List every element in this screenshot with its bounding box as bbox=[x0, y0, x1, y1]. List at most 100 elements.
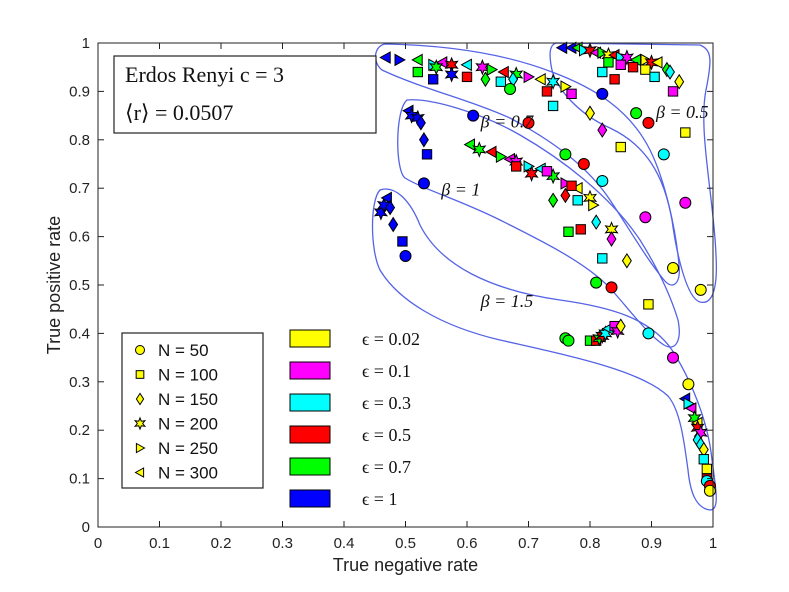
data-point bbox=[615, 59, 626, 70]
data-point bbox=[463, 138, 475, 151]
data-point bbox=[606, 231, 617, 247]
legend-marker-hexagram bbox=[133, 416, 147, 431]
data-point bbox=[421, 149, 433, 160]
region-outline-beta-0.7 bbox=[374, 43, 680, 286]
y-tick-label: 0.9 bbox=[69, 83, 90, 100]
data-point bbox=[577, 158, 590, 170]
data-point bbox=[665, 64, 675, 80]
data-point bbox=[582, 42, 598, 59]
data-point bbox=[667, 351, 680, 364]
data-point bbox=[428, 74, 439, 85]
x-tick-label: 0.1 bbox=[149, 535, 170, 552]
data-point bbox=[566, 88, 577, 99]
data-point bbox=[560, 177, 572, 190]
data-point bbox=[640, 64, 651, 75]
data-point bbox=[560, 80, 572, 93]
marker-legend-label: N = 300 bbox=[158, 464, 218, 483]
data-point bbox=[559, 148, 572, 161]
x-tick-label: 0.9 bbox=[641, 535, 662, 552]
region-label: β = 0.5 bbox=[655, 102, 709, 122]
data-point bbox=[694, 283, 707, 296]
y-tick-label: 0.5 bbox=[69, 277, 90, 294]
data-point bbox=[596, 174, 609, 187]
data-point bbox=[605, 281, 618, 294]
data-point bbox=[701, 463, 713, 475]
marker-legend: N = 50 N = 100 N = 150 N = 200 N = 250 N = 30… bbox=[121, 332, 264, 489]
data-point bbox=[497, 65, 509, 79]
data-point bbox=[399, 249, 412, 262]
x-tick-label: 0.3 bbox=[272, 535, 293, 552]
y-tick-label: 0.7 bbox=[69, 180, 90, 197]
data-point bbox=[385, 199, 396, 216]
ticks-layer: 0 0.1 0.2 0.3 0.4 0.5 0.6 0.7 0.8 0.9 1 0 0.1 0.2 0.3 0… bbox=[69, 35, 717, 552]
data-point bbox=[548, 192, 559, 209]
title-box: Erdos Renyi c = 3 ⟨r⟩ = 0.0507 bbox=[113, 55, 377, 134]
data-point bbox=[411, 53, 423, 67]
data-point bbox=[472, 141, 487, 158]
marker-legend-label: N = 250 bbox=[158, 439, 218, 458]
data-point bbox=[603, 57, 614, 68]
color-legend-label: ϵ = 1 bbox=[362, 489, 397, 509]
x-tick-label: 0.2 bbox=[211, 535, 232, 552]
data-point bbox=[575, 224, 586, 235]
data-point bbox=[415, 115, 426, 131]
color-legend-swatch bbox=[289, 361, 331, 380]
marker-legend-label: N = 200 bbox=[158, 415, 218, 434]
data-point bbox=[467, 109, 480, 122]
x-tick-label: 0.7 bbox=[518, 535, 539, 552]
data-point bbox=[419, 131, 429, 148]
data-point bbox=[615, 141, 626, 153]
data-point bbox=[545, 73, 561, 90]
data-point bbox=[460, 58, 472, 72]
marker-legend-items: N = 50 N = 100 N = 150 N = 200 N = 250 N = 30… bbox=[133, 341, 218, 483]
data-point bbox=[643, 299, 654, 310]
data-point bbox=[572, 195, 583, 206]
data-point bbox=[591, 214, 602, 230]
data-point bbox=[682, 378, 695, 391]
data-point bbox=[475, 58, 490, 76]
data-point bbox=[417, 177, 430, 190]
data-point bbox=[524, 165, 539, 182]
data-point bbox=[480, 71, 491, 88]
data-point bbox=[541, 86, 553, 97]
data-point bbox=[615, 318, 626, 334]
data-point bbox=[522, 116, 535, 129]
legend-marker-circle bbox=[135, 345, 145, 355]
data-point bbox=[698, 454, 709, 465]
data-point bbox=[429, 58, 444, 76]
data-point bbox=[703, 484, 716, 497]
data-point bbox=[495, 150, 508, 164]
data-point bbox=[619, 49, 635, 66]
data-point bbox=[495, 76, 506, 87]
data-point bbox=[679, 196, 692, 209]
y-tick-label: 0.4 bbox=[69, 325, 90, 342]
y-tick-label: 1 bbox=[82, 35, 90, 52]
data-point bbox=[504, 82, 517, 95]
data-point bbox=[596, 87, 609, 100]
legend-marker-square bbox=[135, 370, 145, 379]
data-point bbox=[649, 71, 660, 83]
data-point bbox=[630, 107, 643, 120]
color-legend-swatch bbox=[289, 457, 331, 476]
color-legend-label: ϵ = 0.1 bbox=[362, 361, 411, 381]
data-point bbox=[667, 86, 679, 97]
data-point bbox=[588, 198, 600, 212]
color-legend-label: ϵ = 0.5 bbox=[362, 425, 411, 445]
region-outline-beta-1.5 bbox=[371, 188, 717, 511]
region-label: β = 1.5 bbox=[480, 291, 534, 311]
data-point bbox=[621, 252, 632, 269]
color-legend-label: ϵ = 0.02 bbox=[362, 329, 420, 349]
marker-legend-label: N = 100 bbox=[158, 366, 218, 385]
x-tick-label: 0.4 bbox=[334, 535, 355, 552]
color-legend-label: ϵ = 0.7 bbox=[362, 457, 411, 477]
data-point bbox=[684, 402, 697, 415]
data-point bbox=[562, 334, 575, 347]
region-outline-beta-1 bbox=[397, 99, 680, 348]
data-point bbox=[397, 236, 408, 247]
x-axis-label: True negative rate bbox=[333, 555, 478, 575]
title-box-frame bbox=[113, 55, 377, 134]
data-point bbox=[379, 51, 391, 64]
color-legend-swatch bbox=[289, 425, 331, 444]
color-legend: ϵ = 0.02 ϵ = 0.1 ϵ = 0.3 ϵ = 0.5 ϵ = 0.7 ϵ = … bbox=[289, 329, 420, 509]
